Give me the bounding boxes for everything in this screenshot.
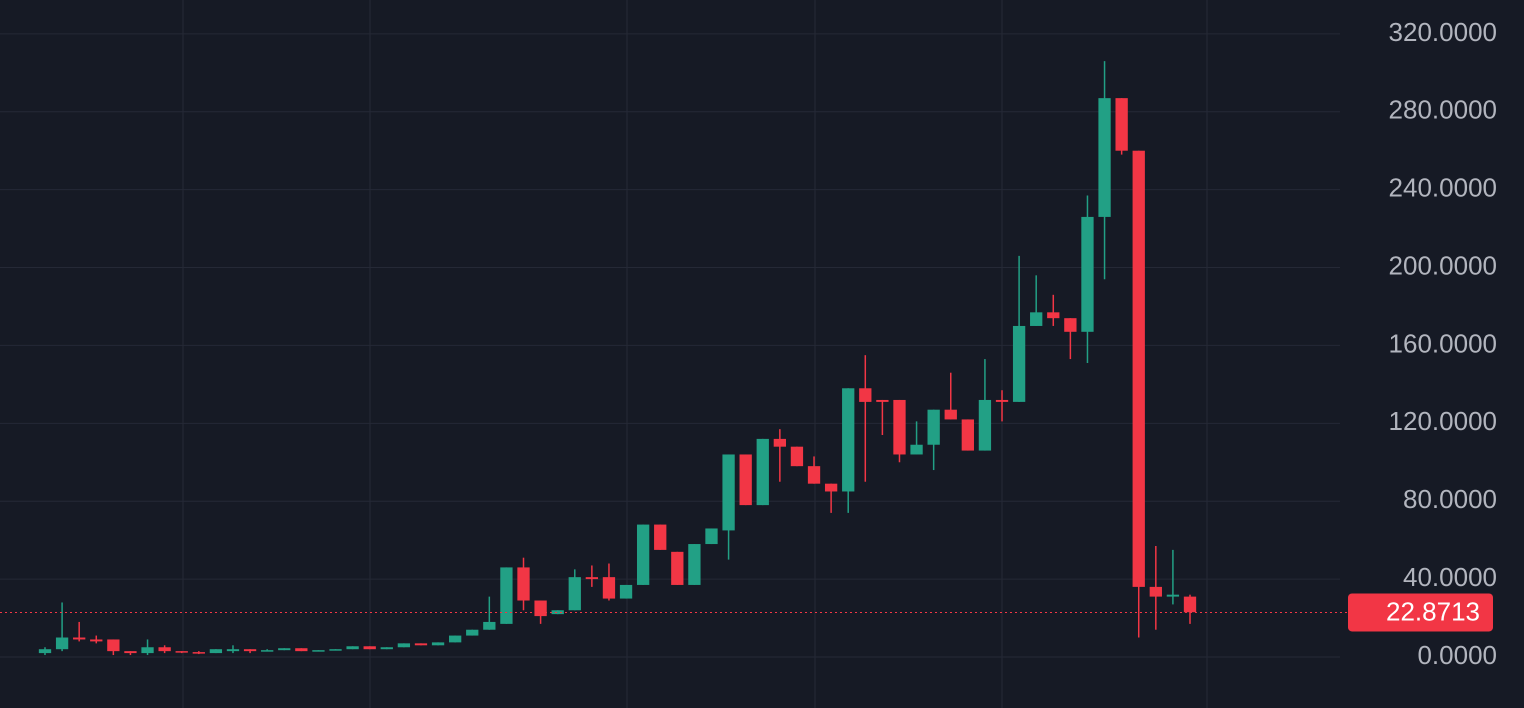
candle-body [397,643,411,648]
candle-body [739,454,752,506]
candle-body [483,621,496,630]
y-tick-label: 40.0000 [1403,562,1497,592]
candle-body [961,419,974,451]
candle-body [243,649,257,652]
candle-body [585,577,599,580]
candle-body [226,649,240,652]
candle-body [1183,596,1197,613]
candle-body [431,642,445,646]
candle-body [1012,325,1026,402]
candle-body [688,544,701,585]
candle-body [927,409,940,445]
candle-body [414,643,428,646]
time-grid [182,0,1208,708]
candle-body [192,652,205,654]
candle-body [124,651,137,654]
candle-body [55,637,69,650]
candle-body [517,567,530,601]
y-tick-label: 80.0000 [1403,484,1497,514]
candle-body [1030,312,1043,326]
candle-body [380,647,393,650]
candle-body [807,466,821,484]
candle-body [500,567,513,624]
candle-body [1098,98,1111,217]
candle-body [722,454,735,531]
candle-body [602,577,616,599]
candle-body [73,637,86,640]
candle-body [705,528,718,545]
candle-body [654,524,667,550]
candle-body [175,651,188,653]
candle-body [209,649,223,654]
y-tick-label: 320.0000 [1389,17,1497,47]
candle-body [619,584,633,599]
candle-body [158,647,171,652]
candle-body [141,647,154,654]
candle-body [893,399,906,455]
candle-body [671,551,684,585]
last-price-badge [1348,593,1493,632]
candle-body [363,646,376,650]
candle-body [346,646,359,650]
candle-body [329,649,342,651]
candle-body [261,650,274,652]
candle-body [824,483,838,492]
candle-body [1166,594,1180,597]
candle-body [842,388,855,492]
candle-body [107,639,120,652]
candle-body [448,635,462,643]
candle-body [278,648,291,651]
candle-body [1064,318,1077,332]
candle-body [1115,98,1128,151]
candle-body [1132,150,1145,587]
candle-body [312,650,325,652]
candle-body [636,524,650,585]
candle-body [756,438,769,506]
candle-body [568,577,581,611]
candle-body [790,446,804,467]
y-tick-label: 200.0000 [1389,250,1497,280]
y-tick-label: 240.0000 [1389,173,1497,203]
candle-body [90,639,103,642]
y-tick-label: 120.0000 [1389,406,1497,436]
candle-body [1047,312,1060,319]
candle-body [38,649,52,654]
candle-body [1149,586,1162,597]
candle-body [466,629,479,636]
y-tick-label: 160.0000 [1389,328,1497,358]
y-tick-label: 0.0000 [1417,640,1497,670]
candle-body [859,388,872,402]
candle-body [995,399,1009,402]
candle-body [773,438,787,447]
candle-body [910,444,923,455]
candle-body [534,600,547,617]
y-tick-label: 280.0000 [1389,95,1497,125]
candle-body [876,399,889,402]
candle-body [551,610,564,615]
candle-body [978,399,992,451]
last-price-label: 22.8713 [1386,596,1480,626]
candle-body [1081,216,1094,332]
candle-body [944,409,957,420]
candle-body [295,648,308,652]
